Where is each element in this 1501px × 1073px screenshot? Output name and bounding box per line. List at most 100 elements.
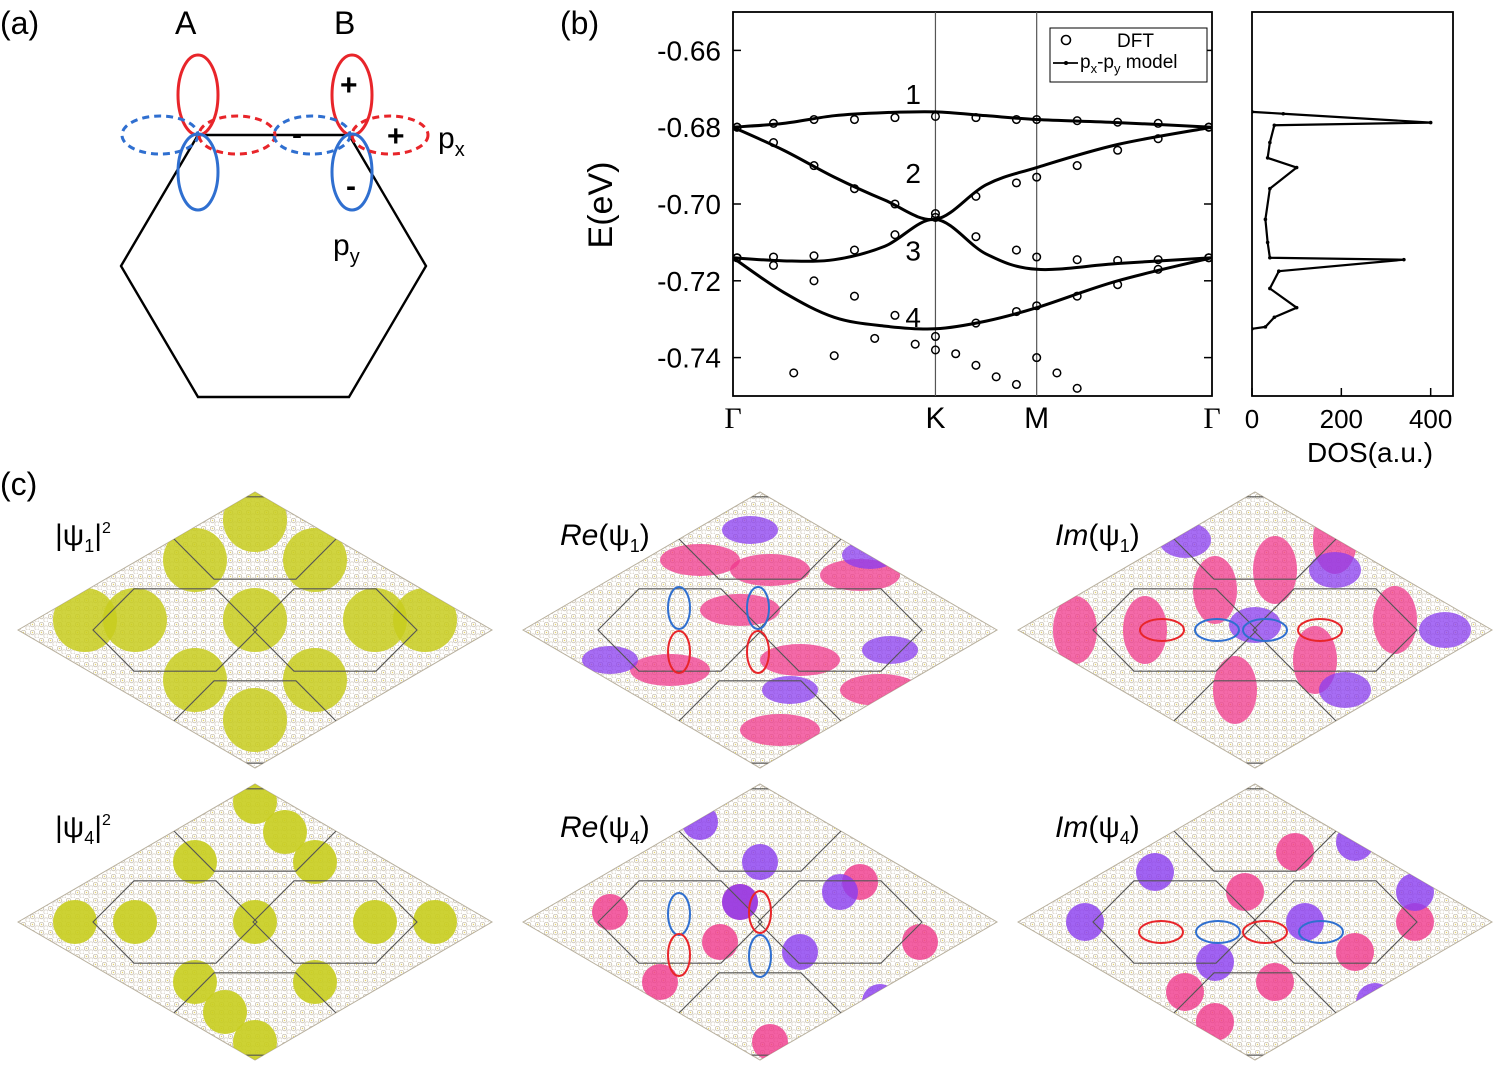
density-blob bbox=[293, 840, 337, 884]
orbital-overlay-ellipse bbox=[746, 586, 770, 630]
dos-point bbox=[1252, 327, 1254, 331]
dos-x-tick-label: 400 bbox=[1409, 404, 1452, 434]
orbital-overlay-ellipse bbox=[748, 934, 772, 978]
band-y-axis-label: E(eV) bbox=[582, 162, 620, 249]
density-blob bbox=[233, 900, 277, 944]
dft-point bbox=[849, 245, 860, 255]
negative-lobe bbox=[1319, 672, 1371, 708]
dos-point bbox=[1263, 325, 1268, 329]
band-label-3: 3 bbox=[905, 235, 921, 266]
positive-lobe bbox=[1253, 536, 1297, 604]
positive-lobe bbox=[730, 554, 810, 586]
x-tick-label: K bbox=[925, 402, 945, 435]
negative-lobe bbox=[1286, 903, 1324, 941]
panel-c: (c) |ψ1|2 Re(ψ1) Im(ψ1) |ψ4|2 Re(ψ4) Im(ψ4) bbox=[0, 466, 1493, 1061]
negative-lobe bbox=[582, 646, 638, 674]
py-orbital-a-top bbox=[176, 53, 220, 137]
orbital-overlay-ellipse bbox=[1194, 618, 1240, 642]
orbital-overlay-ellipse bbox=[1242, 920, 1288, 944]
dos-x-axis-label: DOS(a.u.) bbox=[1307, 437, 1433, 468]
positive-lobe bbox=[1193, 556, 1237, 624]
positive-lobe bbox=[1293, 626, 1337, 694]
density-blob bbox=[413, 900, 457, 944]
dft-point bbox=[789, 368, 799, 378]
legend-dft-marker bbox=[1060, 34, 1072, 46]
site-a-label: A bbox=[175, 5, 197, 41]
negative-lobe bbox=[1396, 873, 1434, 911]
density-blob bbox=[393, 588, 457, 652]
dft-point bbox=[971, 232, 981, 242]
dft-point bbox=[1032, 252, 1042, 262]
orbital-overlay-ellipse bbox=[667, 586, 691, 630]
dos-plot-frame bbox=[1251, 11, 1454, 397]
px-orbital-b-left bbox=[272, 114, 352, 156]
wavefunction-map-2 bbox=[522, 491, 998, 769]
positive-lobe bbox=[740, 714, 820, 746]
positive-lobe bbox=[902, 924, 938, 960]
dft-point bbox=[1032, 172, 1042, 182]
positive-lobe bbox=[1276, 833, 1314, 871]
band-index-labels: 1 2 3 4 bbox=[905, 79, 921, 333]
x-tick-label: M bbox=[1024, 402, 1049, 435]
negative-lobe bbox=[1309, 552, 1361, 588]
y-tick-label: -0.72 bbox=[657, 266, 721, 297]
orbital-overlay-ellipse bbox=[746, 630, 770, 674]
dft-point bbox=[951, 349, 961, 359]
supercell-outline bbox=[597, 880, 763, 964]
positive-lobe bbox=[1373, 586, 1417, 654]
orbital-overlay-ellipse bbox=[748, 890, 772, 934]
dft-point bbox=[809, 251, 819, 261]
map-label-5: Re(ψ4) bbox=[560, 811, 650, 848]
py-orbital-a-bottom bbox=[176, 132, 220, 212]
orbital-overlay-ellipse bbox=[1195, 920, 1241, 944]
band-label-2: 2 bbox=[905, 158, 921, 189]
dft-point bbox=[930, 209, 941, 219]
supercell-outline bbox=[1252, 588, 1418, 672]
negative-lobe bbox=[742, 844, 778, 880]
x-tick-label: Γ bbox=[1203, 402, 1220, 435]
dos-point bbox=[1268, 140, 1272, 145]
dos-point bbox=[1268, 255, 1272, 260]
positive-lobe bbox=[592, 894, 628, 930]
legend-model-label: px-py model bbox=[1080, 52, 1178, 76]
orbital-overlay-ellipse bbox=[1138, 920, 1184, 944]
density-blob bbox=[223, 588, 287, 652]
lobe-layer bbox=[53, 492, 457, 764]
dos-line bbox=[1252, 110, 1432, 330]
band-label-1: 1 bbox=[905, 79, 921, 110]
supercell-outline bbox=[757, 588, 923, 672]
panel-a-label: (a) bbox=[0, 5, 39, 41]
dft-point bbox=[1113, 145, 1123, 155]
wavefunction-map-3 bbox=[1017, 491, 1493, 769]
x-tick-label: Γ bbox=[724, 402, 741, 435]
supercell-outline bbox=[252, 880, 418, 964]
hexagon bbox=[119, 133, 428, 399]
dos-curve bbox=[1252, 110, 1433, 331]
legend-model-marker bbox=[1064, 61, 1068, 65]
positive-lobe bbox=[1196, 1003, 1234, 1041]
density-blob bbox=[163, 648, 227, 712]
band-legend: DFT px-py model bbox=[1049, 27, 1208, 83]
sign-plus-right: + bbox=[387, 120, 405, 153]
y-tick-label: -0.70 bbox=[657, 189, 721, 220]
dft-point bbox=[890, 230, 900, 240]
density-blob bbox=[53, 900, 97, 944]
supercell-outline bbox=[597, 588, 763, 672]
dos-point bbox=[1277, 269, 1281, 274]
density-blob bbox=[233, 784, 277, 824]
map-label-2: Re(ψ1) bbox=[560, 519, 650, 556]
dos-point bbox=[1265, 240, 1270, 245]
negative-lobe bbox=[862, 984, 898, 1020]
lobe-layer bbox=[582, 496, 923, 764]
positive-lobe bbox=[1396, 903, 1434, 941]
negative-lobe bbox=[1136, 853, 1174, 891]
panel-b-label: (b) bbox=[560, 5, 599, 41]
dft-point bbox=[1011, 245, 1021, 255]
dft-point bbox=[849, 114, 860, 125]
negative-lobe bbox=[682, 804, 718, 840]
positive-lobe bbox=[1336, 933, 1374, 971]
orbital-overlay-ellipse bbox=[1139, 618, 1185, 642]
positive-lobe bbox=[840, 674, 920, 706]
negative-lobe bbox=[722, 884, 758, 920]
